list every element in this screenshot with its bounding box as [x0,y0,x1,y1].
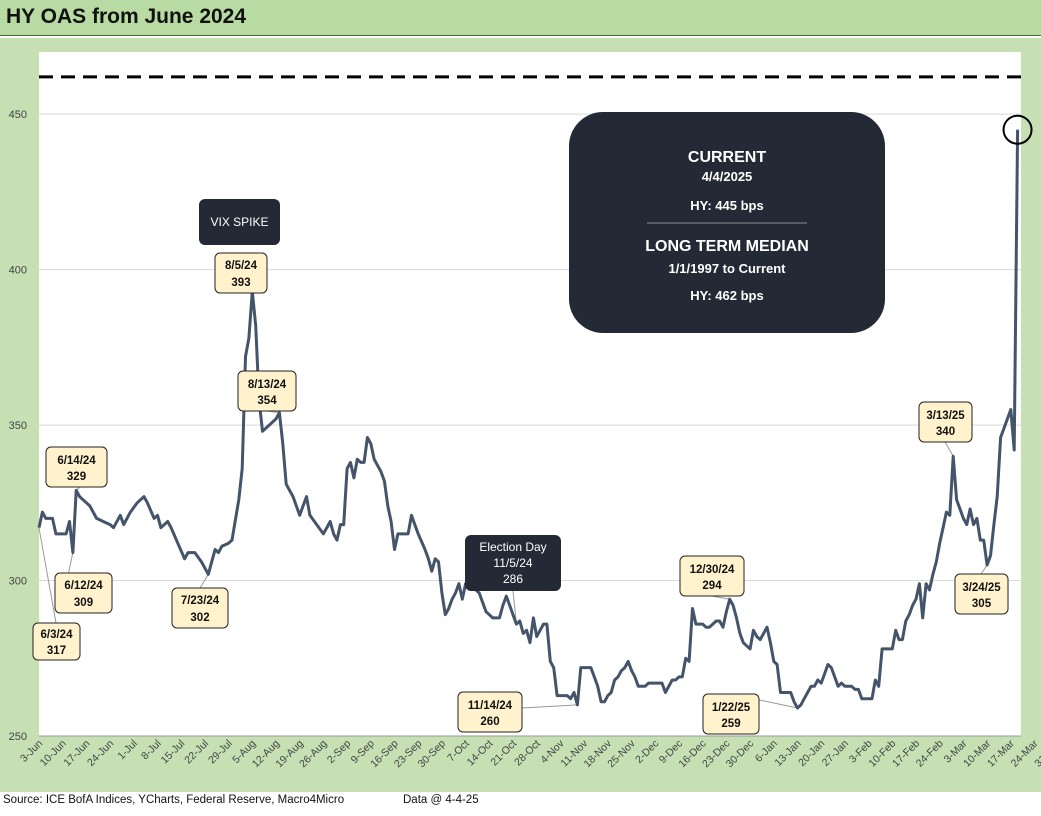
info-median-heading: LONG TERM MEDIAN [645,238,809,255]
x-tick-label: 25-Nov [605,737,638,770]
footer: Source: ICE BofA Indices, YCharts, Feder… [0,792,1041,816]
current-point-circle [1002,114,1033,145]
label-value: 305 [972,598,992,610]
election-day-value: 286 [503,572,523,586]
label-value: 302 [190,612,209,624]
x-tick-label: 22-Jul [182,738,211,767]
y-tick-label: 350 [9,420,27,432]
series-line-hy-oas [37,129,1020,710]
label-date: 1/22/25 [712,702,751,714]
leader-line [199,574,209,589]
data-label-7-23-24: 7/23/24 302 [171,587,229,629]
x-tick-label: 2-Sep [325,738,353,766]
vix-spike-callout: VIX SPIKE [199,199,280,245]
title-bar: HY OAS from June 2024 [0,0,1041,36]
election-day-date: 11/5/24 [493,556,532,570]
label-date: 3/13/25 [926,410,965,422]
leader-line [38,527,57,624]
y-tick-label: 300 [9,576,27,588]
label-date: 6/3/24 [41,629,74,641]
leader-line [980,564,988,575]
info-current-value: HY: 445 bps [690,198,763,213]
data-label-6-14-24: 6/14/24 329 [45,446,108,488]
election-day-text: Election Day [479,540,546,554]
data-label-8-5-24: 8/5/24 393 [214,252,268,294]
info-current-date: 4/4/2025 [702,169,753,184]
info-box: CURRENT 4/4/2025 HY: 445 bps LONG TERM M… [569,112,885,333]
leader-line [521,704,578,709]
source-note: Source: ICE BofA Indices, YCharts, Feder… [3,794,345,806]
data-label-11-14-24: 11/14/24 260 [457,691,523,733]
label-value: 340 [936,426,955,438]
x-tick-label: 15-Jul [159,738,188,767]
chart-title: HY OAS from June 2024 [6,5,247,28]
label-date: 7/23/24 [181,595,220,607]
label-date: 6/12/24 [64,580,103,592]
y-tick-label: 250 [9,731,27,743]
label-date: 12/30/24 [690,564,735,576]
data-label-3-24-25: 3/24/25 305 [954,573,1009,615]
x-tick-label: 2-Dec [633,738,661,766]
label-date: 6/14/24 [57,455,96,467]
leader-line [711,595,730,600]
y-tick-label: 400 [9,265,27,277]
info-median-range: 1/1/1997 to Current [668,261,786,276]
x-tick-label: 29-Jul [206,738,235,767]
info-median-value: HY: 462 bps [690,288,763,303]
label-value: 294 [702,580,722,592]
election-day-callout: Election Day 11/5/24 286 [465,535,561,591]
vix-spike-text: VIX SPIKE [210,215,268,229]
label-value: 317 [47,645,66,657]
label-date: 11/14/24 [468,700,513,712]
label-date: 8/5/24 [225,260,258,272]
label-value: 329 [67,471,86,483]
label-value: 260 [480,716,499,728]
label-value: 354 [257,395,277,407]
info-current-heading: CURRENT [688,149,766,166]
x-tick-label: 1-Jul [115,738,140,763]
y-axis: 250 300 350 400 450 [9,109,27,743]
data-label-12-30-24: 12/30/24 294 [679,555,745,597]
label-date: 8/13/24 [248,379,287,391]
data-label-3-13-25: 3/13/25 340 [918,401,973,443]
label-value: 259 [721,718,740,730]
data-label-6-3-24: 6/3/24 317 [32,622,81,661]
chart-frame: 250 300 350 400 450 3-Jun 10-Jun 17-Jun 24-Jun 1… [0,38,1041,792]
x-tick-label: 27-Jan [820,738,851,769]
label-value: 393 [231,277,250,289]
label-date: 3/24/25 [962,582,1001,594]
label-value: 309 [74,597,93,609]
x-tick-label: 24-Jun [85,738,116,769]
data-label-8-13-24: 8/13/24 354 [237,370,297,412]
x-tick-label: 28-Oct [512,738,543,769]
data-date-note: Data @ 4-4-25 [403,794,479,806]
x-tick-label: 24-Feb [914,738,946,770]
leader-line [944,441,954,457]
data-label-6-12-24: 6/12/24 309 [54,572,113,614]
y-tick-label: 450 [9,109,27,121]
data-label-1-22-25: 1/22/25 259 [702,693,760,735]
